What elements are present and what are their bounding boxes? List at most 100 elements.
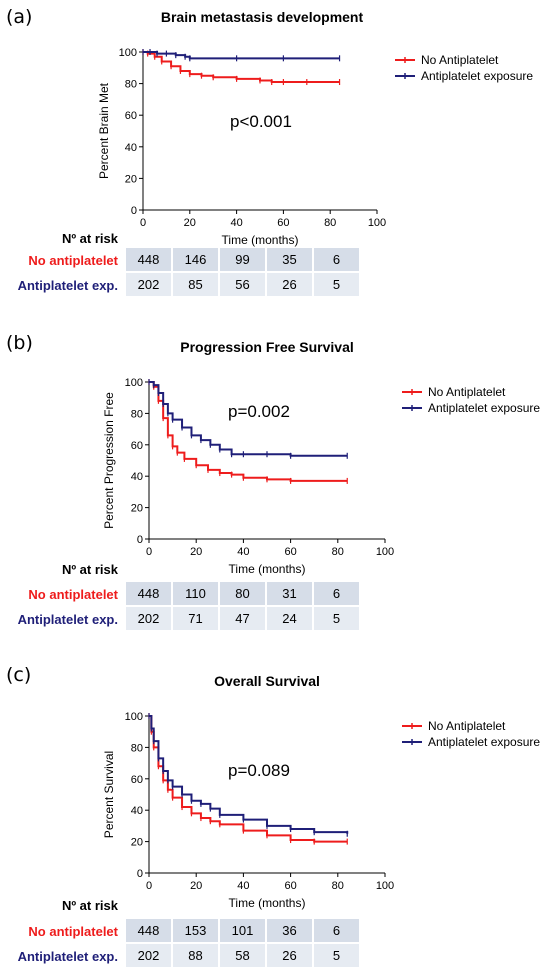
p-value-annotation: p=0.002 xyxy=(228,402,290,421)
x-tick-label: 100 xyxy=(376,546,394,558)
risk-cell: 99 xyxy=(220,248,267,273)
y-tick-label: 0 xyxy=(137,868,143,880)
y-tick-label: 40 xyxy=(131,805,143,817)
risk-table-time-label xyxy=(126,228,361,248)
x-tick-label: 60 xyxy=(284,880,296,892)
legend-label: Antiplatelet exposure xyxy=(428,735,540,749)
y-tick-label: 60 xyxy=(131,774,143,786)
risk-table-header: Nº at risk xyxy=(61,230,118,246)
risk-cell: 26 xyxy=(267,944,314,969)
chart-title: Progression Free Survival xyxy=(180,339,354,355)
risk-cell: 448 xyxy=(126,919,173,944)
risk-cell: 5 xyxy=(314,607,361,632)
y-axis-label: Percent Progression Free xyxy=(102,392,116,529)
risk-row-label: No antiplatelet xyxy=(28,587,118,602)
x-tick-label: 20 xyxy=(190,546,202,558)
y-tick-label: 20 xyxy=(125,173,137,185)
chart-panel-c: (c) Overall Survival 0 20 40 60 80 100 0 20 40 60 8… xyxy=(0,664,550,974)
x-tick-label: 40 xyxy=(237,880,249,892)
y-tick-label: 80 xyxy=(131,408,143,420)
risk-table: No antiplatelet 448 153 101 36 6 Antipla… xyxy=(0,919,361,969)
risk-cell: 35 xyxy=(267,248,314,273)
risk-cell: 6 xyxy=(314,919,361,944)
legend-label: Antiplatelet exposure xyxy=(421,69,533,83)
x-tick-label: 0 xyxy=(146,880,152,892)
series-line xyxy=(143,51,340,84)
risk-row-label: No antiplatelet xyxy=(28,924,118,939)
p-value-annotation: p=0.089 xyxy=(228,761,290,780)
risk-cell: 24 xyxy=(267,607,314,632)
risk-cell: 448 xyxy=(126,248,173,273)
y-tick-label: 20 xyxy=(131,503,143,515)
risk-cell: 71 xyxy=(173,607,220,632)
km-chart: Progression Free Survival 0 20 40 60 80 100 0 20… xyxy=(102,339,540,576)
y-axis-label: Percent Survival xyxy=(102,751,116,838)
risk-cell: 5 xyxy=(314,944,361,969)
legend-label: No Antiplatelet xyxy=(421,53,499,67)
series-line xyxy=(143,51,340,60)
risk-row-label: Antiplatelet exp. xyxy=(17,949,118,964)
panel-label: (a) xyxy=(6,6,33,28)
risk-row-label: Antiplatelet exp. xyxy=(17,612,118,627)
x-tick-label: 0 xyxy=(146,546,152,558)
risk-table: No antiplatelet 448 110 80 31 6 Antiplat… xyxy=(0,582,361,632)
risk-table: Nº at risk No antiplatelet 448 146 99 35… xyxy=(0,228,361,298)
x-tick-label: 60 xyxy=(277,217,289,229)
risk-cell: 202 xyxy=(126,607,173,632)
x-tick-label: 100 xyxy=(376,880,394,892)
x-axis-label: Time (months) xyxy=(222,233,299,247)
km-chart: Brain metastasis development 0 20 40 60 80 100… xyxy=(97,9,533,247)
chart-title: Brain metastasis development xyxy=(161,9,364,25)
risk-cell: 101 xyxy=(220,919,267,944)
x-tick-label: 80 xyxy=(332,546,344,558)
risk-cell: 26 xyxy=(267,273,314,298)
risk-cell: 153 xyxy=(173,919,220,944)
risk-cell: 31 xyxy=(267,582,314,607)
risk-cell: 202 xyxy=(126,944,173,969)
x-tick-label: 20 xyxy=(190,880,202,892)
risk-cell: 80 xyxy=(220,582,267,607)
x-tick-label: 40 xyxy=(237,546,249,558)
panel-label: (b) xyxy=(6,332,33,354)
panel-label: (c) xyxy=(6,664,32,686)
chart-panel-b: (b) Progression Free Survival 0 20 40 60 80 10… xyxy=(0,330,550,640)
y-tick-label: 40 xyxy=(131,471,143,483)
y-tick-label: 0 xyxy=(131,205,137,217)
x-axis-label: Time (months) xyxy=(229,562,306,576)
risk-table-header: Nº at risk xyxy=(61,898,118,913)
y-tick-label: 40 xyxy=(125,142,137,154)
risk-cell: 202 xyxy=(126,273,173,298)
risk-cell: 56 xyxy=(220,273,267,298)
x-tick-label: 60 xyxy=(284,546,296,558)
y-tick-label: 20 xyxy=(131,837,143,849)
x-tick-label: 40 xyxy=(230,217,242,229)
y-tick-label: 100 xyxy=(125,377,143,389)
y-tick-label: 100 xyxy=(125,711,143,723)
risk-cell: 88 xyxy=(173,944,220,969)
legend-label: No Antiplatelet xyxy=(428,719,506,733)
x-tick-label: 0 xyxy=(140,217,146,229)
chart-title: Overall Survival xyxy=(214,673,320,689)
series-line xyxy=(149,381,348,457)
risk-row-label: Antiplatelet exp. xyxy=(17,278,118,293)
y-tick-label: 60 xyxy=(131,440,143,452)
x-axis-label: Time (months) xyxy=(229,896,306,910)
series-line xyxy=(149,381,348,482)
legend-label: Antiplatelet exposure xyxy=(428,401,540,415)
risk-cell: 47 xyxy=(220,607,267,632)
x-tick-label: 80 xyxy=(324,217,336,229)
y-tick-label: 60 xyxy=(125,110,137,122)
risk-cell: 6 xyxy=(314,248,361,273)
y-tick-label: 100 xyxy=(119,47,137,59)
risk-cell: 5 xyxy=(314,273,361,298)
chart-panel-a: (a) Brain metastasis development 0 20 40 60 8… xyxy=(0,0,550,310)
legend-label: No Antiplatelet xyxy=(428,385,506,399)
x-tick-label: 20 xyxy=(184,217,196,229)
y-tick-label: 80 xyxy=(131,742,143,754)
risk-cell: 6 xyxy=(314,582,361,607)
x-tick-label: 80 xyxy=(332,880,344,892)
y-axis-label: Percent Brain Met xyxy=(97,82,111,179)
risk-row-label: No antiplatelet xyxy=(28,253,118,268)
risk-cell: 448 xyxy=(126,582,173,607)
risk-cell: 85 xyxy=(173,273,220,298)
